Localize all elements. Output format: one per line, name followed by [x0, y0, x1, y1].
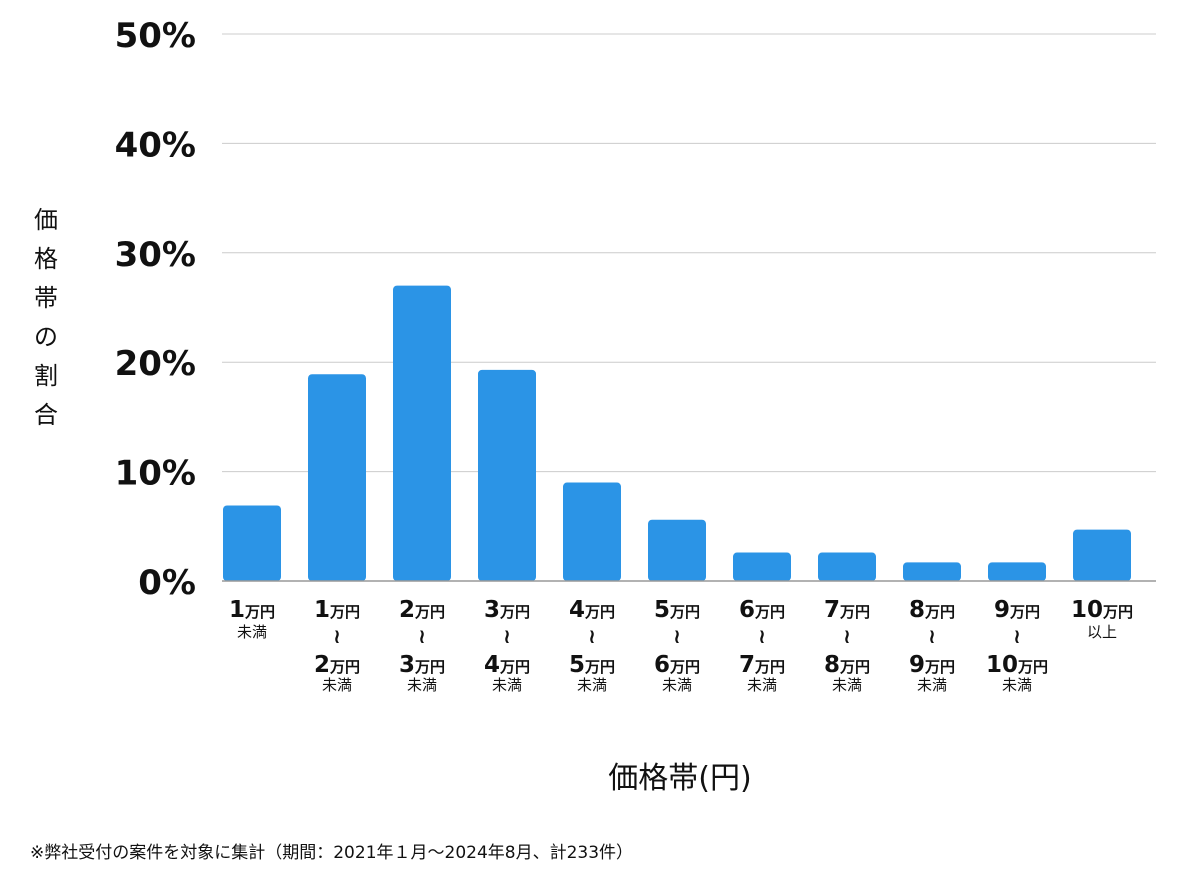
bar	[648, 519, 706, 581]
bar	[1073, 529, 1131, 581]
x-tick-tilde: ≀	[418, 624, 426, 648]
bar	[903, 562, 961, 581]
x-tick-label: 4万円	[569, 597, 615, 623]
x-tick-suffix: 未満	[917, 676, 947, 694]
y-axis-label-char: 帯	[34, 284, 58, 312]
bar	[733, 552, 791, 581]
x-axis-label: 価格帯(円)	[608, 761, 751, 796]
x-tick-suffix: 未満	[747, 676, 777, 694]
x-tick-suffix: 未満	[322, 676, 352, 694]
footnote: ※弊社受付の案件を対象に集計（期間：2021年１月〜2024年8月、計233件）	[30, 843, 634, 863]
bar	[563, 482, 621, 581]
x-tick-suffix: 未満	[577, 676, 607, 694]
y-tick-label: 30%	[115, 235, 196, 275]
bar	[988, 562, 1046, 581]
x-tick-label-upper: 5万円	[569, 652, 615, 678]
x-tick-tilde: ≀	[843, 624, 851, 648]
x-tick-suffix: 未満	[662, 676, 692, 694]
y-axis-label-char: 割	[34, 362, 58, 390]
y-tick-label: 0%	[138, 563, 196, 603]
bar-chart-svg: 0%10%20%30%40%50%1万円未満1万円≀2万円未満2万円≀3万円未満…	[34, 16, 1156, 796]
x-tick-label-upper: 4万円	[484, 652, 530, 678]
bar	[393, 285, 451, 581]
x-tick-label: 5万円	[654, 597, 700, 623]
bar	[478, 369, 536, 581]
x-tick-tilde: ≀	[1013, 624, 1021, 648]
x-tick-tilde: ≀	[588, 624, 596, 648]
x-tick-label-upper: 2万円	[314, 652, 360, 678]
x-tick-label-upper: 7万円	[739, 652, 785, 678]
x-tick-label: 10万円	[1071, 597, 1133, 623]
y-tick-label: 20%	[115, 344, 196, 384]
x-tick-suffix: 未満	[1002, 676, 1032, 694]
y-axis-label-char: 格	[34, 245, 58, 273]
y-tick-label: 10%	[115, 454, 196, 494]
y-axis-label-char: 価	[34, 206, 58, 234]
x-tick-tilde: ≀	[503, 624, 511, 648]
x-tick-label: 6万円	[739, 597, 785, 623]
y-axis-label-char: の	[34, 323, 58, 351]
x-tick-label: 7万円	[824, 597, 870, 623]
x-tick-label-upper: 10万円	[986, 652, 1048, 678]
bar	[818, 552, 876, 581]
y-tick-label: 50%	[115, 16, 196, 56]
bar	[223, 505, 281, 581]
x-tick-suffix: 未満	[407, 676, 437, 694]
x-tick-suffix: 以上	[1087, 623, 1117, 641]
x-tick-label-upper: 6万円	[654, 652, 700, 678]
x-tick-label: 9万円	[994, 597, 1040, 623]
x-tick-suffix: 未満	[237, 623, 267, 641]
x-tick-suffix: 未満	[492, 676, 522, 694]
x-tick-suffix: 未満	[832, 676, 862, 694]
x-tick-tilde: ≀	[758, 624, 766, 648]
x-tick-label-upper: 8万円	[824, 652, 870, 678]
bar	[308, 374, 366, 581]
x-tick-label: 1万円	[229, 597, 275, 623]
x-tick-tilde: ≀	[333, 624, 341, 648]
x-tick-tilde: ≀	[673, 624, 681, 648]
y-tick-label: 40%	[115, 125, 196, 165]
x-tick-label-upper: 3万円	[399, 652, 445, 678]
x-tick-label: 8万円	[909, 597, 955, 623]
x-tick-tilde: ≀	[928, 624, 936, 648]
y-axis-label-char: 合	[34, 401, 58, 429]
x-tick-label: 3万円	[484, 597, 530, 623]
x-tick-label: 1万円	[314, 597, 360, 623]
x-tick-label-upper: 9万円	[909, 652, 955, 678]
x-tick-label: 2万円	[399, 597, 445, 623]
